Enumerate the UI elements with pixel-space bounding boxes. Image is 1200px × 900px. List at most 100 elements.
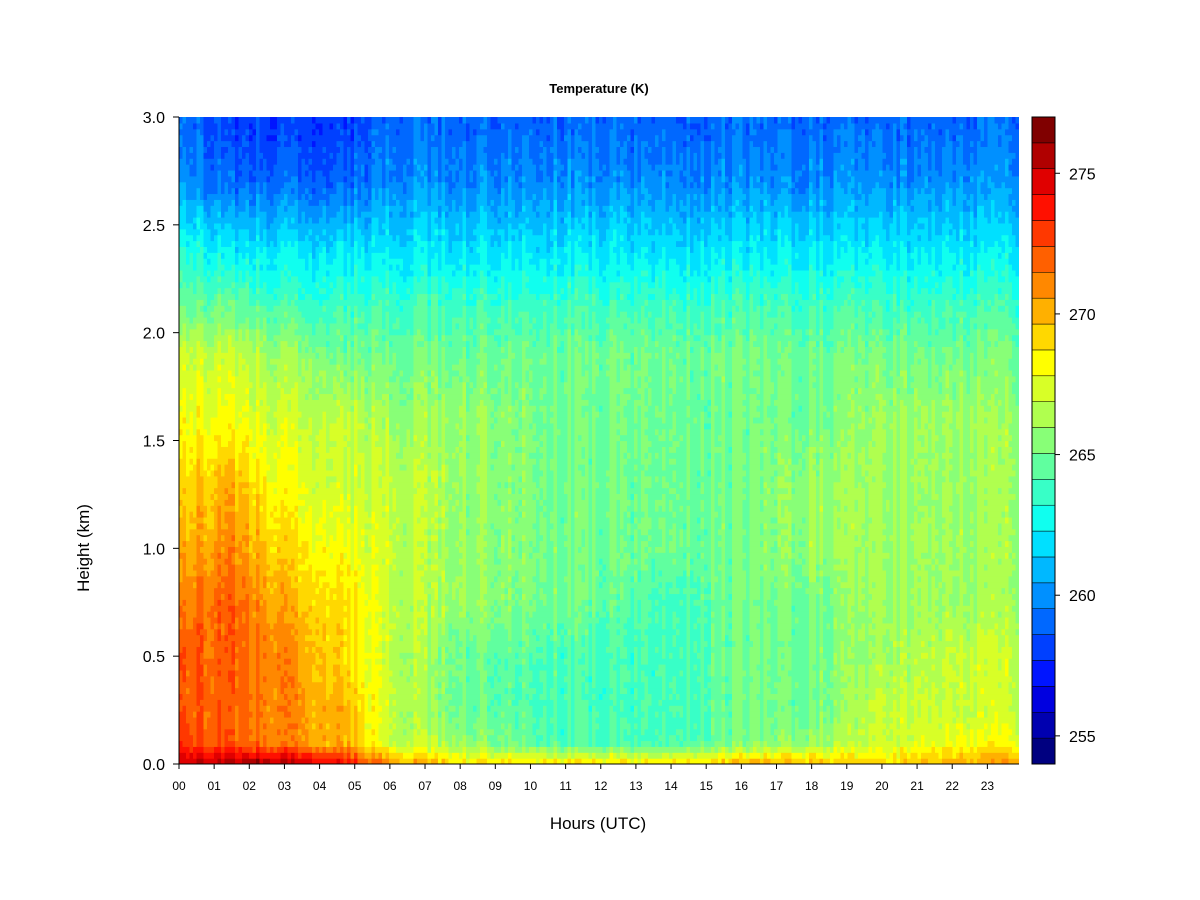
heatmap-cell: [204, 423, 208, 429]
heatmap-cell: [242, 364, 246, 370]
heatmap-cell: [316, 399, 320, 405]
heatmap-cell: [316, 317, 320, 323]
heatmap-cell: [291, 193, 295, 199]
heatmap-cell: [186, 640, 190, 646]
heatmap-cell: [239, 629, 243, 635]
heatmap-cell: [221, 258, 225, 264]
heatmap-cell: [277, 429, 281, 435]
heatmap-cell: [228, 570, 232, 576]
heatmap-cell: [204, 599, 208, 605]
heatmap-cell: [228, 652, 232, 658]
heatmap-cell: [281, 211, 285, 217]
heatmap-cell: [232, 235, 236, 241]
heatmap-cell: [183, 517, 187, 523]
heatmap-cell: [274, 458, 278, 464]
heatmap-cell: [326, 399, 330, 405]
heatmap-cell: [204, 564, 208, 570]
heatmap-cell: [242, 123, 246, 129]
heatmap-cell: [295, 617, 299, 623]
heatmap-cell: [288, 482, 292, 488]
heatmap-cell: [193, 670, 197, 676]
heatmap-cell: [242, 711, 246, 717]
heatmap-cell: [277, 405, 281, 411]
heatmap-cell: [291, 288, 295, 294]
heatmap-cell: [239, 505, 243, 511]
heatmap-cell: [323, 482, 327, 488]
heatmap-cell: [179, 588, 183, 594]
heatmap-cell: [197, 640, 201, 646]
heatmap-cell: [214, 282, 218, 288]
heatmap-cell: [214, 164, 218, 170]
heatmap-cell: [295, 235, 299, 241]
heatmap-cell: [295, 193, 299, 199]
heatmap-cell: [179, 288, 183, 294]
heatmap-cell: [235, 558, 239, 564]
heatmap-cell: [239, 123, 243, 129]
heatmap-cell: [253, 435, 257, 441]
heatmap-cell: [190, 646, 194, 652]
heatmap-cell: [200, 182, 204, 188]
heatmap-cell: [221, 611, 225, 617]
heatmap-cell: [179, 505, 183, 511]
heatmap-cell: [221, 211, 225, 217]
heatmap-cell: [256, 564, 260, 570]
heatmap-cell: [333, 270, 337, 276]
heatmap-cell: [316, 682, 320, 688]
heatmap-cell: [207, 264, 211, 270]
heatmap-cell: [204, 740, 208, 746]
heatmap-cell: [193, 252, 197, 258]
heatmap-cell: [232, 535, 236, 541]
heatmap-cell: [319, 211, 323, 217]
heatmap-cell: [281, 511, 285, 517]
heatmap-cell: [225, 499, 229, 505]
heatmap-cell: [281, 305, 285, 311]
heatmap-cell: [183, 599, 187, 605]
heatmap-cell: [305, 258, 309, 264]
heatmap-cell: [305, 370, 309, 376]
heatmap-cell: [221, 693, 225, 699]
heatmap-cell: [302, 629, 306, 635]
heatmap-cell: [211, 429, 215, 435]
heatmap-cell: [239, 593, 243, 599]
heatmap-cell: [193, 229, 197, 235]
heatmap-cell: [221, 729, 225, 735]
heatmap-cell: [253, 570, 257, 576]
heatmap-cell: [246, 158, 250, 164]
heatmap-cell: [249, 364, 253, 370]
heatmap-cell: [193, 493, 197, 499]
heatmap-cell: [211, 282, 215, 288]
heatmap-cell: [211, 211, 215, 217]
heatmap-cell: [186, 740, 190, 746]
heatmap-cell: [214, 182, 218, 188]
heatmap-cell: [330, 652, 334, 658]
heatmap-cell: [305, 441, 309, 447]
heatmap-cell: [183, 217, 187, 223]
heatmap-cell: [267, 311, 271, 317]
heatmap-cell: [204, 605, 208, 611]
heatmap-cell: [284, 429, 288, 435]
heatmap-cell: [270, 517, 274, 523]
heatmap-cell: [302, 299, 306, 305]
heatmap-cell: [200, 399, 204, 405]
heatmap-cell: [246, 141, 250, 147]
heatmap-cell: [235, 635, 239, 641]
heatmap-cell: [221, 182, 225, 188]
heatmap-cell: [277, 441, 281, 447]
heatmap-cell: [295, 188, 299, 194]
heatmap-cell: [225, 188, 229, 194]
heatmap-cell: [239, 511, 243, 517]
heatmap-cell: [316, 176, 320, 182]
heatmap-cell: [326, 423, 330, 429]
heatmap-cell: [312, 341, 316, 347]
heatmap-cell: [309, 246, 313, 252]
heatmap-cell: [249, 599, 253, 605]
heatmap-cell: [242, 493, 246, 499]
heatmap-cell: [193, 258, 197, 264]
heatmap-cell: [218, 635, 222, 641]
heatmap-cell: [186, 293, 190, 299]
heatmap-cell: [214, 205, 218, 211]
heatmap-cell: [298, 635, 302, 641]
heatmap-cell: [312, 429, 316, 435]
heatmap-cell: [183, 164, 187, 170]
heatmap-cell: [242, 341, 246, 347]
